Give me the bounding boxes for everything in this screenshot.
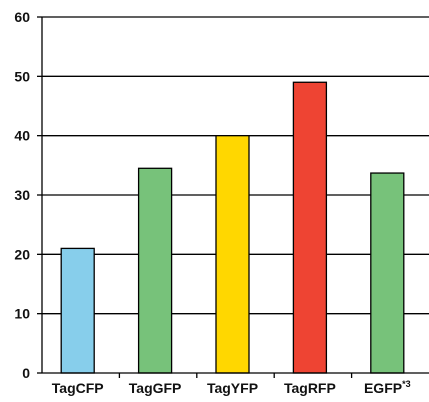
y-tick-label-40: 40 [14,128,30,144]
y-tick-label-0: 0 [22,365,30,381]
x-axis-category-labels: TagCFP TagGFP TagYFP TagRFP EGFP*3 [52,379,411,396]
x-tick-superscript-EGFP: *3 [402,379,411,389]
x-tick-label-TagYFP: TagYFP [207,380,258,396]
bars [60,81,405,374]
y-tick-label-20: 20 [14,246,30,262]
bar-TagGFP [137,167,173,374]
bar-TagYFP [215,135,250,374]
bar-EGFP [370,172,405,374]
x-tick-label-TagRFP: TagRFP [284,380,336,396]
y-tick-label-50: 50 [14,68,30,84]
y-axis-tick-labels: 0 10 20 30 40 50 60 [14,9,30,381]
x-tick-label-EGFP: EGFP*3 [364,379,411,396]
axes [37,16,429,378]
x-tick-label-TagGFP: TagGFP [129,380,182,396]
y-tick-label-60: 60 [14,9,30,25]
bar-TagCFP [60,247,95,374]
y-tick-label-30: 30 [14,187,30,203]
x-tick-label-TagCFP: TagCFP [52,380,104,396]
y-tick-label-10: 10 [14,306,30,322]
bar-TagRFP [292,81,328,374]
